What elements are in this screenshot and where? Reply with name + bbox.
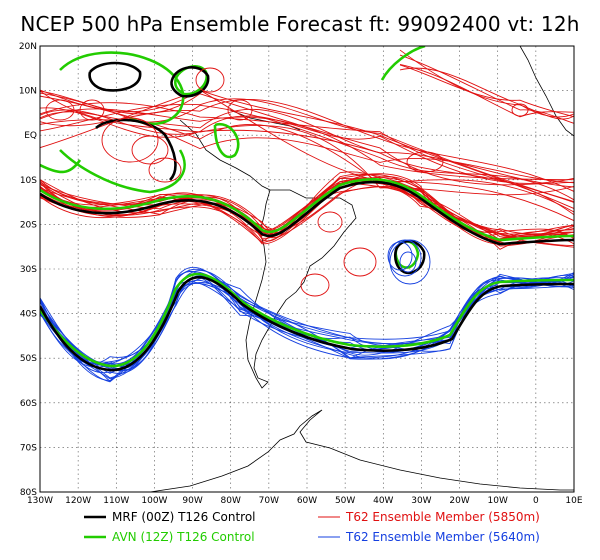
coastlines bbox=[149, 46, 574, 492]
longitude-labels: 130W 120W 110W 100W 90W 80W 70W 60W 50W 40W 30W 20W… bbox=[27, 496, 583, 506]
red-tropical-contour bbox=[40, 107, 574, 216]
lon-tick-label: 100W bbox=[141, 496, 167, 506]
lat-lon-grid bbox=[40, 46, 574, 492]
lat-tick-label: 70S bbox=[20, 443, 37, 453]
blue-closed-contour bbox=[387, 241, 413, 271]
lat-tick-label: 60S bbox=[20, 399, 37, 409]
red-north-contour bbox=[399, 54, 574, 124]
red-closed-contour bbox=[511, 103, 529, 117]
latitude-labels: 20N 10N EQ 10S 20S 30S 40S 50S 60S 70S 80S bbox=[19, 42, 37, 498]
lon-tick-label: 60W bbox=[297, 496, 317, 506]
legend-avn-swatch bbox=[84, 535, 106, 539]
legend-avn-label: AVN (12Z) T126 Control bbox=[112, 530, 255, 544]
lat-tick-label: 40S bbox=[20, 310, 37, 320]
africa-coast bbox=[519, 46, 574, 137]
red-closed-contour bbox=[227, 99, 253, 121]
mrf-control-contours bbox=[40, 61, 574, 372]
lon-tick-label: 30W bbox=[411, 496, 431, 506]
blue-small-cells bbox=[387, 239, 431, 285]
legend-t62-5850: T62 Ensemble Member (5850m) bbox=[318, 510, 540, 524]
lon-tick-label: 10E bbox=[565, 496, 582, 506]
lon-tick-label: 130W bbox=[27, 496, 53, 506]
red-tropical-contour bbox=[40, 98, 574, 203]
red-closed-contour bbox=[195, 67, 225, 93]
red-closed-contour bbox=[101, 117, 159, 163]
lat-tick-label: 20S bbox=[20, 220, 37, 230]
red-closed-contour bbox=[300, 273, 330, 297]
red-trough-contour bbox=[40, 176, 574, 245]
blue-trough-contour bbox=[40, 273, 574, 366]
red-tropical-contour bbox=[40, 90, 574, 196]
red-tropical-contour bbox=[40, 90, 574, 186]
red-closed-contour bbox=[79, 99, 105, 121]
red-tropical-contour bbox=[40, 95, 574, 213]
blue-trough-contour bbox=[40, 278, 574, 368]
legend-t62-5640-swatch bbox=[318, 536, 340, 538]
lon-tick-label: 110W bbox=[103, 496, 129, 506]
blue-closed-contour bbox=[389, 239, 431, 285]
map-frame bbox=[39, 45, 575, 493]
red-tropical-contour bbox=[40, 104, 574, 201]
red-closed-contour bbox=[406, 151, 444, 173]
lon-tick-label: 40W bbox=[373, 496, 393, 506]
lat-tick-label: 10N bbox=[19, 87, 37, 97]
lat-tick-label: 80S bbox=[20, 488, 37, 498]
south-america-coast bbox=[245, 189, 357, 389]
lon-tick-label: 80W bbox=[221, 496, 241, 506]
lon-tick-label: 70W bbox=[259, 496, 279, 506]
map-plot-area bbox=[40, 46, 574, 492]
forecast-title: NCEP 500 hPa Ensemble Forecast ft: 99092… bbox=[20, 12, 580, 36]
red-north-contour bbox=[399, 49, 574, 120]
antarctica-coast bbox=[149, 409, 574, 492]
red-closed-contour bbox=[131, 135, 169, 165]
lat-tick-label: 20N bbox=[19, 42, 37, 52]
lat-tick-label: 30S bbox=[20, 265, 37, 275]
red-tropical-contour bbox=[40, 102, 574, 203]
legend-t62-5850-label: T62 Ensemble Member (5850m) bbox=[346, 510, 540, 524]
blue-trough-contour bbox=[40, 275, 574, 374]
red-small-cells bbox=[45, 67, 529, 297]
legend-avn: AVN (12Z) T126 Control bbox=[84, 530, 255, 544]
legend-mrf-label: MRF (00Z) T126 Control bbox=[112, 510, 256, 524]
red-closed-contour bbox=[343, 247, 377, 277]
red-closed-contour bbox=[317, 211, 343, 233]
legend-mrf-swatch bbox=[84, 515, 106, 519]
blue-closed-contour bbox=[399, 251, 417, 273]
lat-tick-label: EQ bbox=[24, 131, 37, 141]
lon-tick-label: 50W bbox=[335, 496, 355, 506]
lon-tick-label: 0 bbox=[533, 496, 539, 506]
red-closed-contour bbox=[45, 99, 75, 121]
lon-tick-label: 20W bbox=[449, 496, 469, 506]
legend-t62-5640: T62 Ensemble Member (5640m) bbox=[318, 530, 540, 544]
legend-mrf: MRF (00Z) T126 Control bbox=[84, 510, 256, 524]
blue-closed-contour bbox=[388, 239, 422, 277]
legend-t62-5850-swatch bbox=[318, 516, 340, 518]
legend-t62-5640-label: T62 Ensemble Member (5640m) bbox=[346, 530, 540, 544]
red-trough-contour bbox=[40, 173, 574, 243]
red-tropical-contour bbox=[40, 92, 574, 184]
blue-trough-contour bbox=[40, 276, 574, 371]
lon-tick-label: 120W bbox=[65, 496, 91, 506]
central-america-coast bbox=[179, 119, 271, 191]
lat-tick-label: 50S bbox=[20, 354, 37, 364]
lon-tick-label: 90W bbox=[182, 496, 202, 506]
lat-tick-label: 10S bbox=[20, 176, 37, 186]
red-closed-contour bbox=[148, 157, 182, 183]
lon-tick-label: 10W bbox=[488, 496, 508, 506]
